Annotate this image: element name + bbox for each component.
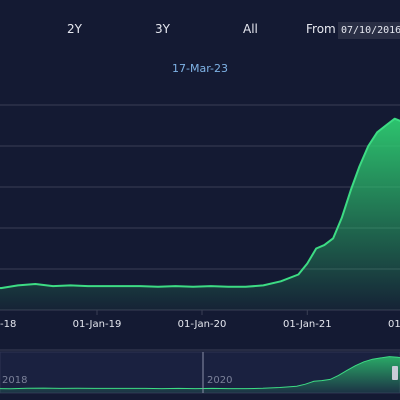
series-line — [0, 117, 400, 290]
hover-date-label: 17-Mar-23 — [172, 62, 228, 75]
navigator-year-label: 2020 — [207, 375, 232, 386]
x-tick-label: 01-Jan-19 — [73, 319, 122, 330]
x-tick-label: 01-Jan-20 — [178, 319, 227, 330]
navigator-year-label: 2018 — [2, 375, 27, 386]
x-tick-label: 01-Jan-22 — [388, 319, 400, 330]
range-button-2y[interactable]: 2Y — [67, 22, 82, 36]
range-button-all[interactable]: All — [243, 22, 258, 36]
from-label: From — [306, 22, 336, 36]
range-selector-toolbar: 2Y 3Y All From — [0, 0, 400, 60]
from-date-input[interactable] — [338, 22, 400, 39]
navigator-handle — [392, 366, 398, 380]
range-button-3y[interactable]: 3Y — [155, 22, 170, 36]
series-area — [0, 118, 400, 310]
x-tick-label: 01-Jan-18 — [0, 319, 16, 330]
x-tick-label: 01-Jan-21 — [283, 319, 332, 330]
navigator-series-line — [0, 356, 400, 390]
navigator-series-area — [0, 356, 400, 393]
